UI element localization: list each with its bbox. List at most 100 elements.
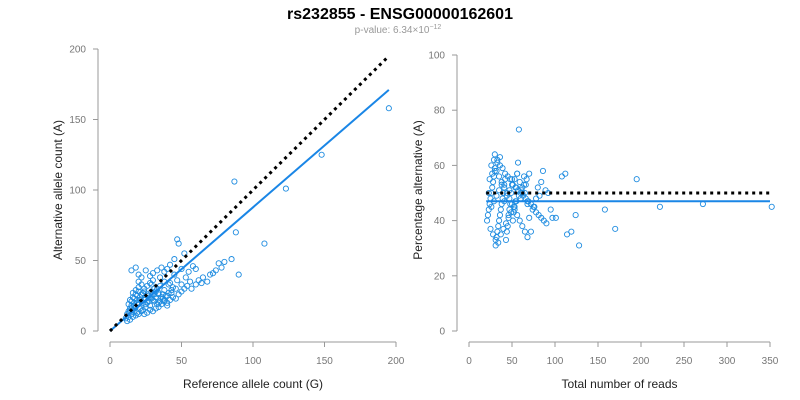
data-point <box>503 192 510 199</box>
data-point <box>495 223 502 230</box>
data-point <box>235 271 242 278</box>
data-point <box>138 281 145 288</box>
data-point <box>484 212 491 219</box>
data-point <box>385 105 392 112</box>
data-point <box>486 176 493 183</box>
data-point <box>534 184 541 191</box>
x-axis-label: Reference allele count (G) <box>183 377 323 391</box>
regression-line <box>109 89 390 332</box>
x-tick-label: 150 <box>316 356 333 367</box>
data-point <box>165 281 172 288</box>
chart-title: rs232855 - ENSG00000162601 <box>287 6 513 23</box>
data-point <box>158 264 165 271</box>
y-tick-label: 0 <box>439 327 445 338</box>
pvalue-text: p-value: 6.34×10 <box>355 25 430 36</box>
data-point <box>231 178 238 185</box>
data-point <box>549 214 556 221</box>
data-point <box>511 176 518 183</box>
data-point <box>495 239 502 246</box>
data-point <box>156 274 164 281</box>
data-point <box>516 178 523 186</box>
data-point <box>215 260 222 267</box>
data-point <box>171 271 178 278</box>
y-axis-label: Alternative allele count (A) <box>51 120 65 260</box>
y-tick-label: 100 <box>69 186 86 197</box>
data-point <box>135 271 142 278</box>
data-point <box>146 272 154 280</box>
data-point <box>514 159 522 166</box>
data-point <box>516 217 523 224</box>
data-point <box>576 242 583 249</box>
data-point <box>129 313 136 320</box>
data-point <box>498 181 505 188</box>
data-point <box>167 261 174 268</box>
data-point <box>174 277 181 284</box>
data-point <box>221 258 228 265</box>
y-tick-label: 80 <box>434 106 446 117</box>
data-point <box>514 212 521 219</box>
right-scatter-panel: 0 50 100 150 200 250 300 350 0 20 40 60 80 100 Total n… <box>411 51 779 392</box>
data-point <box>182 274 189 281</box>
data-point <box>530 203 537 210</box>
x-tick-label: 50 <box>506 356 518 367</box>
data-point <box>542 187 549 194</box>
y-tick-label: 0 <box>80 327 86 338</box>
data-point <box>184 282 191 289</box>
data-point <box>503 228 510 235</box>
data-point <box>656 203 663 210</box>
data-point <box>169 294 176 301</box>
left-scatter-panel: 0 50 100 150 200 0 50 100 150 200 Reference allele… <box>51 45 405 392</box>
data-point <box>261 240 268 247</box>
data-point <box>497 231 504 238</box>
data-point <box>139 289 146 296</box>
data-point <box>167 280 174 287</box>
data-point <box>509 217 516 224</box>
data-point <box>563 231 571 238</box>
data-point <box>547 206 554 213</box>
data-point <box>232 229 239 236</box>
x-tick-label: 200 <box>388 356 405 367</box>
data-point <box>485 189 492 197</box>
data-point <box>496 212 504 219</box>
data-point <box>502 220 510 227</box>
data-point <box>507 176 514 183</box>
x-tick-label: 200 <box>633 356 650 367</box>
data-point <box>543 220 550 227</box>
data-point <box>519 184 526 191</box>
data-point <box>164 302 171 309</box>
data-point <box>488 162 495 169</box>
data-point <box>132 312 139 319</box>
data-point <box>502 236 510 243</box>
data-point <box>172 295 179 302</box>
data-point <box>515 192 522 199</box>
data-point <box>505 214 512 221</box>
data-point <box>155 299 162 306</box>
data-point <box>562 170 569 177</box>
data-point <box>768 203 775 210</box>
data-point <box>168 287 175 294</box>
data-point <box>521 228 528 235</box>
data-point <box>568 228 575 235</box>
data-point <box>514 170 521 177</box>
data-point <box>487 225 494 232</box>
data-point <box>124 318 131 325</box>
data-point <box>134 309 141 316</box>
data-point <box>601 206 608 213</box>
data-point <box>142 267 149 274</box>
data-point <box>154 267 161 274</box>
x-tick-label: 100 <box>245 356 262 367</box>
reference-line <box>108 54 390 333</box>
data-point <box>207 271 214 278</box>
data-point <box>142 303 149 311</box>
data-point <box>128 302 135 309</box>
data-point <box>148 281 155 288</box>
data-point <box>526 170 533 177</box>
data-point <box>318 151 325 158</box>
x-tick-label: 50 <box>176 356 188 367</box>
data-point <box>527 228 534 235</box>
data-point <box>125 301 132 308</box>
data-point <box>187 278 194 285</box>
data-point <box>175 240 182 247</box>
data-point <box>494 159 501 166</box>
